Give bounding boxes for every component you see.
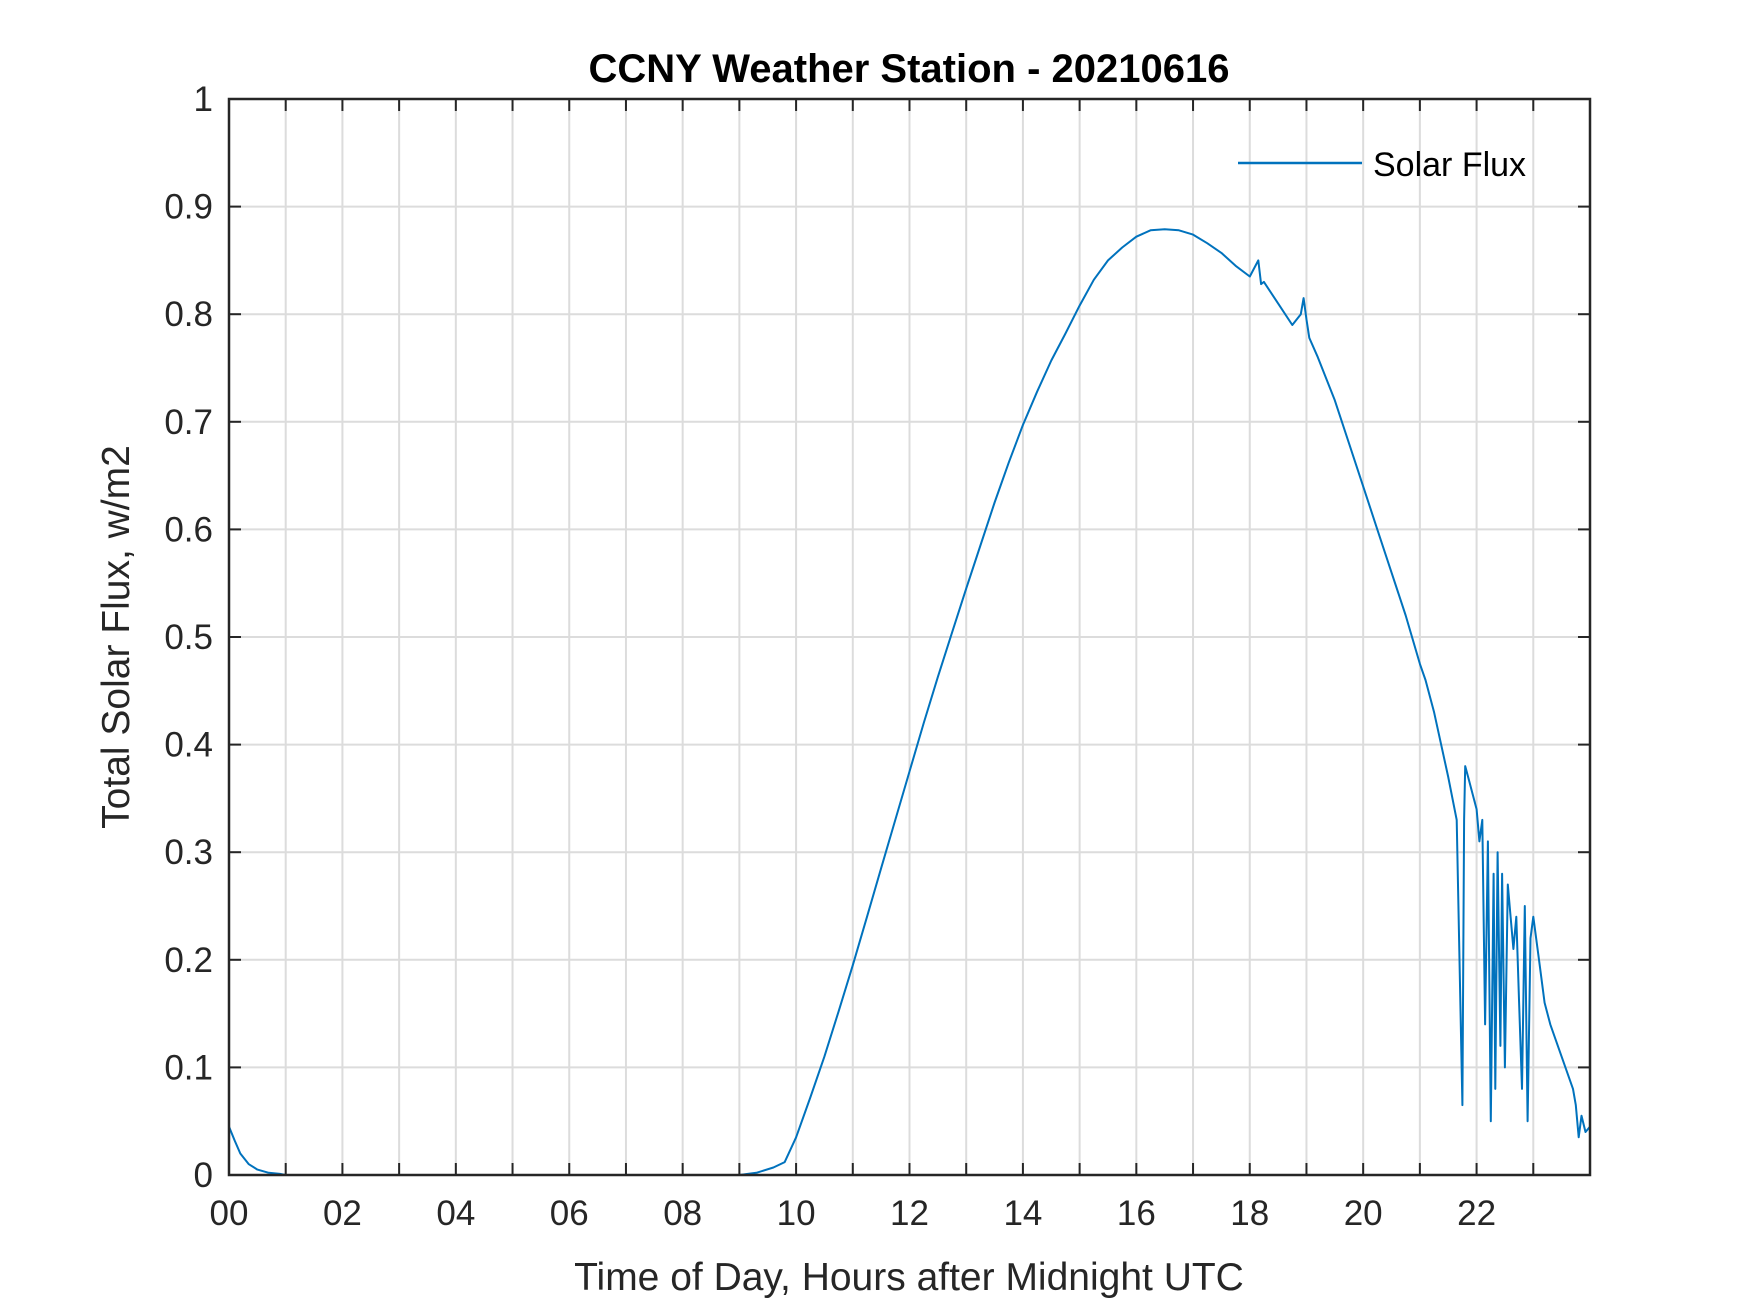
- x-tick-label: 10: [777, 1194, 816, 1233]
- y-tick-label: 0.1: [164, 1048, 213, 1087]
- y-tick-label: 0.6: [164, 510, 213, 549]
- x-tick-label: 02: [323, 1194, 362, 1233]
- x-tick-label: 04: [436, 1194, 475, 1233]
- y-tick-label: 0.2: [164, 941, 213, 980]
- y-tick-label: 0.5: [164, 618, 213, 657]
- x-tick-label: 00: [210, 1194, 249, 1233]
- x-tick-label: 12: [890, 1194, 929, 1233]
- y-tick-label: 0: [194, 1156, 213, 1195]
- y-tick-label: 0.8: [164, 295, 213, 334]
- ticks: [229, 98, 1590, 1176]
- x-tick-label: 06: [550, 1194, 589, 1233]
- x-axis-label: Time of Day, Hours after Midnight UTC: [574, 1256, 1244, 1299]
- y-tick-label: 0.9: [164, 188, 213, 227]
- legend-label: Solar Flux: [1373, 146, 1526, 184]
- y-tick-label: 0.4: [164, 726, 213, 765]
- x-tick-label: 08: [663, 1194, 702, 1233]
- y-axis-label: Total Solar Flux, w/m2: [95, 445, 138, 829]
- x-tick-label: 14: [1003, 1194, 1042, 1233]
- x-tick-label: 22: [1457, 1194, 1496, 1233]
- series-line-solar-flux: [228, 228, 1591, 1176]
- series-layer: [228, 228, 1591, 1176]
- tick-labels: 00 02 04 06 08 10 12 14 16 18 20 22 0 0.1 0.2 0.3 0.4 0.5…: [164, 80, 1496, 1233]
- legend: Solar Flux: [1238, 146, 1526, 184]
- y-tick-label: 1: [194, 80, 213, 119]
- gridlines: [229, 99, 1590, 1175]
- y-tick-label: 0.7: [164, 403, 213, 442]
- y-tick-label: 0.3: [164, 833, 213, 872]
- x-tick-label: 18: [1230, 1194, 1269, 1233]
- x-tick-label: 20: [1344, 1194, 1383, 1233]
- chart-title: CCNY Weather Station - 20210616: [589, 47, 1230, 91]
- x-tick-label: 16: [1117, 1194, 1156, 1233]
